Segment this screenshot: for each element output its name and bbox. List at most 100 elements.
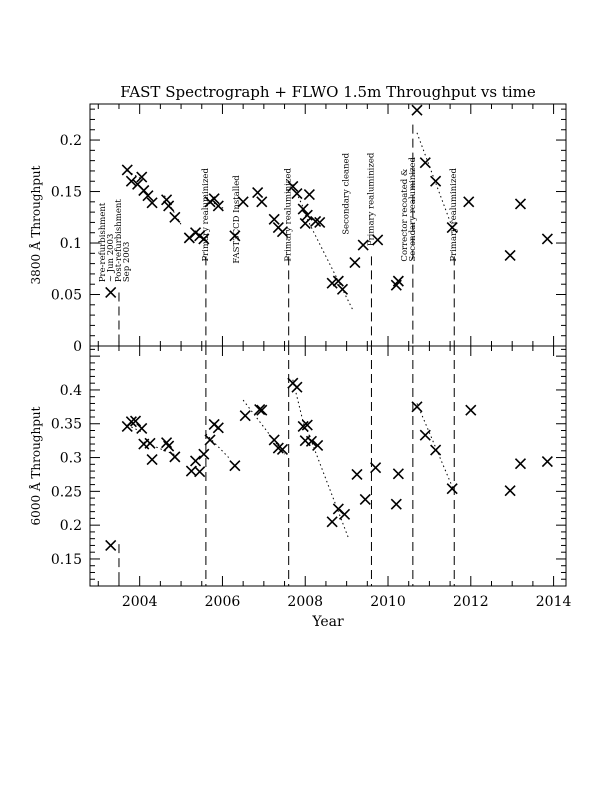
- event-annotation: Pre-refurbishment: [98, 202, 108, 282]
- data-point: [299, 217, 311, 230]
- data-point: [169, 211, 181, 223]
- data-point: [268, 213, 280, 225]
- data-point: [198, 233, 210, 245]
- chart-title: FAST Spectrograph + FLWO 1.5m Throughput…: [120, 83, 536, 101]
- data-point: [291, 188, 303, 200]
- data-point: [338, 508, 351, 520]
- event-annotation: Primary realuminized: [366, 152, 376, 246]
- data-point: [229, 230, 241, 242]
- data-point: [125, 416, 137, 428]
- data-point: [359, 493, 371, 506]
- data-point: [419, 429, 431, 441]
- data-point: [514, 458, 527, 470]
- data-point: [336, 283, 349, 295]
- data-point: [301, 209, 313, 221]
- data-point: [541, 456, 553, 468]
- event-annotation: Primary realuminized: [284, 168, 294, 262]
- data-point: [129, 415, 142, 427]
- trend-line: [205, 433, 230, 458]
- panel-1: 0 0.05 0.1 0.15 0.2 3800 Å Throughput: [28, 103, 567, 355]
- y-tick-label: 0.15: [51, 552, 82, 568]
- data-point: [272, 442, 284, 454]
- panel-frame: [89, 103, 567, 347]
- data-point: [276, 226, 289, 238]
- data-point: [163, 200, 175, 212]
- data-point: [136, 171, 148, 183]
- data-point: [198, 448, 210, 460]
- data-point: [357, 239, 369, 251]
- data-point: [142, 190, 154, 202]
- data-point: [390, 498, 402, 510]
- data-point: [411, 401, 423, 413]
- event-annotation: ~ Jun 2003: [106, 234, 116, 283]
- trend-line: [306, 430, 350, 539]
- data-point: [446, 222, 458, 234]
- event-annotation: Post-refurbishment: [114, 199, 124, 282]
- data-point: [301, 419, 313, 431]
- x-tick-label: 2006: [205, 594, 241, 610]
- data-point: [194, 466, 206, 478]
- event-annotation: Secondary cleaned: [342, 152, 352, 234]
- data-point: [419, 157, 431, 169]
- data-point: [276, 443, 289, 456]
- data-point: [287, 180, 299, 192]
- data-point: [189, 455, 202, 467]
- data-point: [392, 468, 404, 480]
- x-tick-label: 2014: [536, 594, 572, 610]
- data-point: [204, 434, 216, 446]
- data-point: [297, 203, 309, 215]
- data-point: [504, 485, 516, 497]
- y-tick-label: 0.1: [60, 236, 82, 252]
- x-tick-label: 2004: [122, 594, 158, 610]
- panel-2: 0.15 0.2 0.25 0.3 0.35 0.4 6000 Å Throughput 20…: [28, 345, 572, 610]
- trend-line: [209, 200, 225, 210]
- data-point: [146, 454, 158, 466]
- y-tick-label: 0.2: [60, 518, 82, 534]
- y-tick-label: 0: [73, 339, 82, 355]
- data-point: [229, 460, 241, 472]
- data-point: [136, 422, 148, 435]
- data-point: [208, 193, 220, 205]
- data-point: [372, 234, 384, 246]
- y-tick-label: 0.4: [60, 383, 82, 399]
- x-tick-label: 2012: [453, 594, 489, 610]
- data-point: [291, 381, 303, 393]
- data-point: [541, 233, 553, 245]
- data-point: [326, 516, 338, 528]
- data-point: [504, 249, 516, 261]
- data-point: [252, 186, 264, 199]
- data-point: [465, 404, 477, 416]
- event-annotation: Primary realuminized: [201, 168, 211, 262]
- data-point: [105, 286, 117, 299]
- trend-line: [127, 170, 142, 180]
- data-point: [125, 175, 137, 187]
- data-point: [169, 451, 181, 463]
- data-point: [446, 483, 458, 495]
- trend-line: [416, 403, 455, 492]
- data-point: [303, 189, 315, 201]
- data-point: [161, 194, 173, 206]
- data-point: [349, 257, 361, 269]
- data-point: [430, 444, 442, 456]
- data-point: [332, 275, 344, 287]
- data-point: [254, 403, 266, 416]
- data-point: [351, 468, 363, 481]
- y-tick-label: 0.15: [51, 185, 82, 201]
- data-point: [463, 196, 475, 208]
- y-tick-label: 0.3: [60, 451, 82, 467]
- data-point: [370, 462, 382, 474]
- y-tick-label: 0.2: [60, 133, 82, 149]
- y-tick-label: 0.05: [51, 288, 82, 304]
- data-point: [144, 437, 156, 449]
- data-point: [256, 404, 268, 416]
- data-point: [256, 196, 268, 208]
- data-point: [161, 437, 173, 449]
- x-axis-label: Year: [311, 614, 344, 630]
- data-point: [163, 440, 175, 452]
- event-annotation: Secondary realuminized: [408, 156, 418, 261]
- y-axis-label: 3800 Å Throughput: [28, 165, 43, 284]
- event-annotation: Corrector recoated &: [400, 168, 410, 261]
- data-point: [105, 539, 117, 552]
